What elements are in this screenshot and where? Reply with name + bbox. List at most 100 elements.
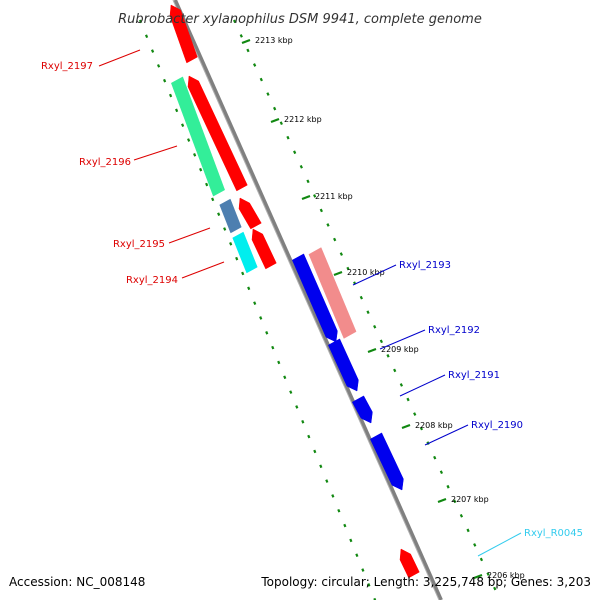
cog-bar-rxyl-2195	[219, 198, 242, 234]
tick-dot	[433, 455, 437, 460]
accession-text: Accession: NC_008148	[9, 575, 145, 589]
tick-dot	[355, 553, 359, 558]
tick-dot	[223, 227, 227, 231]
tick-dot	[289, 390, 293, 394]
tick-dot	[453, 499, 457, 504]
tick-dot	[138, 19, 143, 24]
feature-rxyl-2193	[291, 253, 338, 343]
ruler-tick	[437, 497, 447, 504]
tick-dot	[307, 434, 311, 439]
tick-dot	[169, 93, 173, 98]
tick-dot	[187, 138, 191, 142]
ruler-label: 2212 kbp	[284, 115, 322, 124]
gene-leader-line	[424, 424, 469, 446]
tick-dot	[343, 523, 347, 528]
tick-dot	[293, 150, 297, 155]
gene-label[interactable]: Rxyl_2196	[79, 157, 131, 168]
tick-dot	[265, 330, 269, 335]
feature-rxyl-2194	[251, 228, 277, 270]
tick-dot	[266, 92, 270, 96]
tick-dot	[301, 419, 305, 424]
tick-dot	[157, 64, 161, 68]
tick-dot	[366, 310, 370, 315]
tick-dot	[283, 375, 287, 380]
tick-dot	[233, 19, 237, 24]
feature-rxyl-2190	[369, 432, 404, 491]
tick-dot	[217, 212, 221, 216]
tick-dot	[359, 295, 363, 300]
gene-leader-line	[477, 532, 522, 557]
gene-leader-line	[352, 264, 397, 286]
tick-dot	[150, 49, 155, 53]
tick-dot	[279, 121, 283, 125]
tick-dot-tracks	[138, 19, 497, 600]
tick-dot	[181, 123, 185, 127]
ruler-tick	[401, 423, 411, 430]
gene-leader-line	[399, 374, 446, 397]
gene-leader-line	[181, 261, 225, 279]
tick-dot	[193, 153, 197, 157]
tick-dot	[373, 324, 377, 329]
tick-dot	[319, 464, 323, 469]
kbp-ruler: 2213 kbp 2212 kbp 2211 kbp 2210 kbp 2209 kbp…	[241, 36, 525, 580]
ruler-label: 2213 kbp	[255, 36, 293, 45]
ruler-tick	[333, 270, 343, 277]
tick-dot	[253, 63, 257, 67]
gene-leader-line	[133, 145, 178, 161]
gene-labels: Rxyl_2197 Rxyl_2196 Rxyl_2195 Rxyl_2194 Rxyl…	[41, 49, 583, 557]
tick-dot	[399, 383, 403, 387]
cog-bar-rxyl-2196	[170, 76, 226, 197]
ruler-tick	[301, 194, 311, 201]
ruler-label: 2208 kbp	[415, 421, 453, 430]
ruler-tick	[473, 573, 483, 580]
backbone-segment	[173, 0, 443, 600]
ruler-label: 2211 kbp	[315, 192, 353, 201]
tick-dot	[459, 514, 464, 518]
ruler-tick	[367, 347, 377, 354]
tick-dot	[175, 108, 179, 113]
gene-label[interactable]: Rxyl_2191	[448, 370, 500, 381]
tick-dot	[367, 583, 371, 587]
cog-bar-rxyl-2194	[232, 231, 258, 274]
tick-dot	[493, 586, 497, 591]
topology-summary: Topology: circular; Length: 3,225,748 bp…	[260, 575, 591, 589]
feature-faded-block	[308, 247, 357, 339]
tick-dot	[299, 164, 303, 169]
tick-dot	[486, 572, 490, 576]
feature-rxyl-2196	[187, 75, 248, 192]
gene-label[interactable]: Rxyl_R0045	[524, 528, 583, 539]
tick-dot	[246, 48, 250, 53]
tick-dot	[326, 223, 330, 227]
backbone-line	[172, 0, 443, 600]
tick-dot	[259, 316, 263, 320]
gene-label[interactable]: Rxyl_2197	[41, 61, 93, 72]
tick-dot	[286, 135, 290, 140]
gene-label[interactable]: Rxyl_2190	[471, 420, 523, 431]
gene-leader-line	[379, 329, 426, 350]
tick-dot	[163, 78, 167, 83]
tick-dot	[211, 197, 215, 202]
tick-dot	[479, 557, 484, 562]
tick-dot	[235, 256, 239, 261]
tick-dot	[331, 494, 335, 498]
tick-dot	[446, 484, 450, 489]
genome-title: Rubrobacter xylanophilus DSM 9941, compl…	[118, 12, 482, 27]
gene-label[interactable]: Rxyl_2193	[399, 260, 451, 271]
tick-dot	[406, 397, 410, 402]
tick-dot	[337, 508, 341, 513]
tick-dot	[241, 271, 245, 276]
tick-dot	[273, 106, 277, 111]
ruler-label: 2207 kbp	[451, 495, 489, 504]
gene-label[interactable]: Rxyl_2194	[126, 275, 178, 286]
gene-label[interactable]: Rxyl_2195	[113, 239, 165, 250]
tick-dot	[229, 242, 233, 246]
tick-dot	[339, 252, 343, 256]
tick-dot	[253, 301, 257, 305]
tick-dot	[466, 528, 470, 533]
tick-dot	[361, 568, 365, 572]
gene-label[interactable]: Rxyl_2192	[428, 325, 480, 336]
tick-dot	[205, 182, 209, 187]
tick-dot	[313, 449, 317, 454]
feature-track	[169, 4, 420, 579]
tick-dot	[239, 34, 243, 38]
